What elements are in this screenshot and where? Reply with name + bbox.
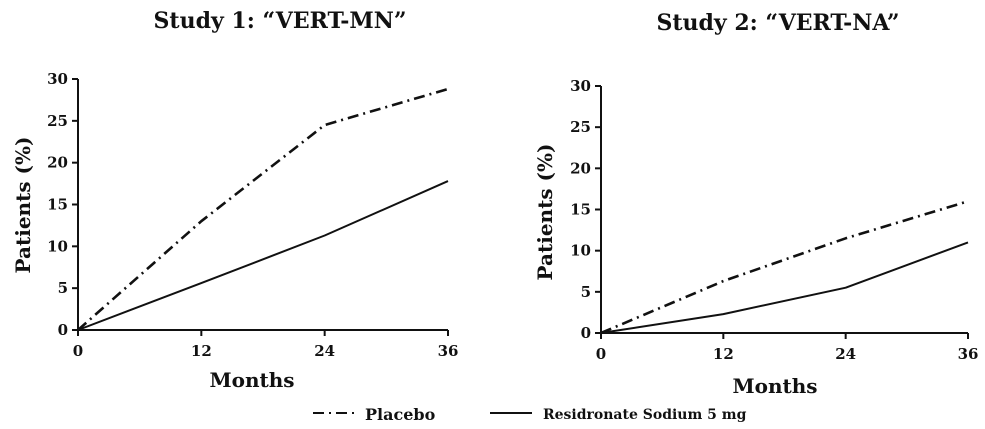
series-line-residronate <box>600 241 969 334</box>
series-line-placebo <box>77 87 449 331</box>
y-tick-label: 5 <box>581 283 591 301</box>
y-tick-label: 5 <box>58 279 68 297</box>
x-tick-label: 36 <box>438 342 459 360</box>
series-line-residronate <box>77 180 449 331</box>
x-tick-label: 24 <box>835 345 856 363</box>
y-tick-label: 30 <box>570 77 591 95</box>
y-tick-label: 10 <box>570 242 591 260</box>
y-axis-label: Patients (%) <box>11 137 35 274</box>
y-tick-label: 0 <box>58 321 68 339</box>
y-axis-label: Patients (%) <box>533 144 557 281</box>
y-tick-label: 25 <box>570 118 591 136</box>
y-tick-label: 30 <box>47 70 68 88</box>
chart-title: Study 1: “VERT-MN” <box>154 8 407 34</box>
y-tick-label: 10 <box>47 237 68 255</box>
chart-panel-vert-na: Study 2: “VERT-NA” Patients (%) Months 0… <box>533 10 978 398</box>
legend-residronate-label: Residronate Sodium 5 mg <box>543 407 747 423</box>
chart-title: Study 2: “VERT-NA” <box>656 10 899 36</box>
legend-placebo-label: Placebo <box>365 405 436 424</box>
y-tick-label: 20 <box>47 154 68 172</box>
x-tick-label: 12 <box>191 342 212 360</box>
series-line-placebo <box>600 200 969 335</box>
chart-panel-vert-mn: Study 1: “VERT-MN” Patients (%) Months 0… <box>11 8 458 392</box>
x-tick-label: 36 <box>958 345 979 363</box>
y-tick-label: 20 <box>570 159 591 177</box>
x-tick-label: 24 <box>314 342 335 360</box>
y-tick-label: 25 <box>47 112 68 130</box>
x-axis-label: Months <box>209 368 294 392</box>
x-tick-label: 0 <box>596 345 606 363</box>
x-tick-label: 0 <box>73 342 83 360</box>
y-tick-label: 0 <box>581 324 591 342</box>
x-tick-label: 12 <box>713 345 734 363</box>
legend: Placebo Residronate Sodium 5 mg <box>313 405 747 424</box>
x-axis-label: Months <box>732 374 817 398</box>
y-tick-label: 15 <box>47 196 68 214</box>
y-tick-label: 15 <box>570 201 591 219</box>
